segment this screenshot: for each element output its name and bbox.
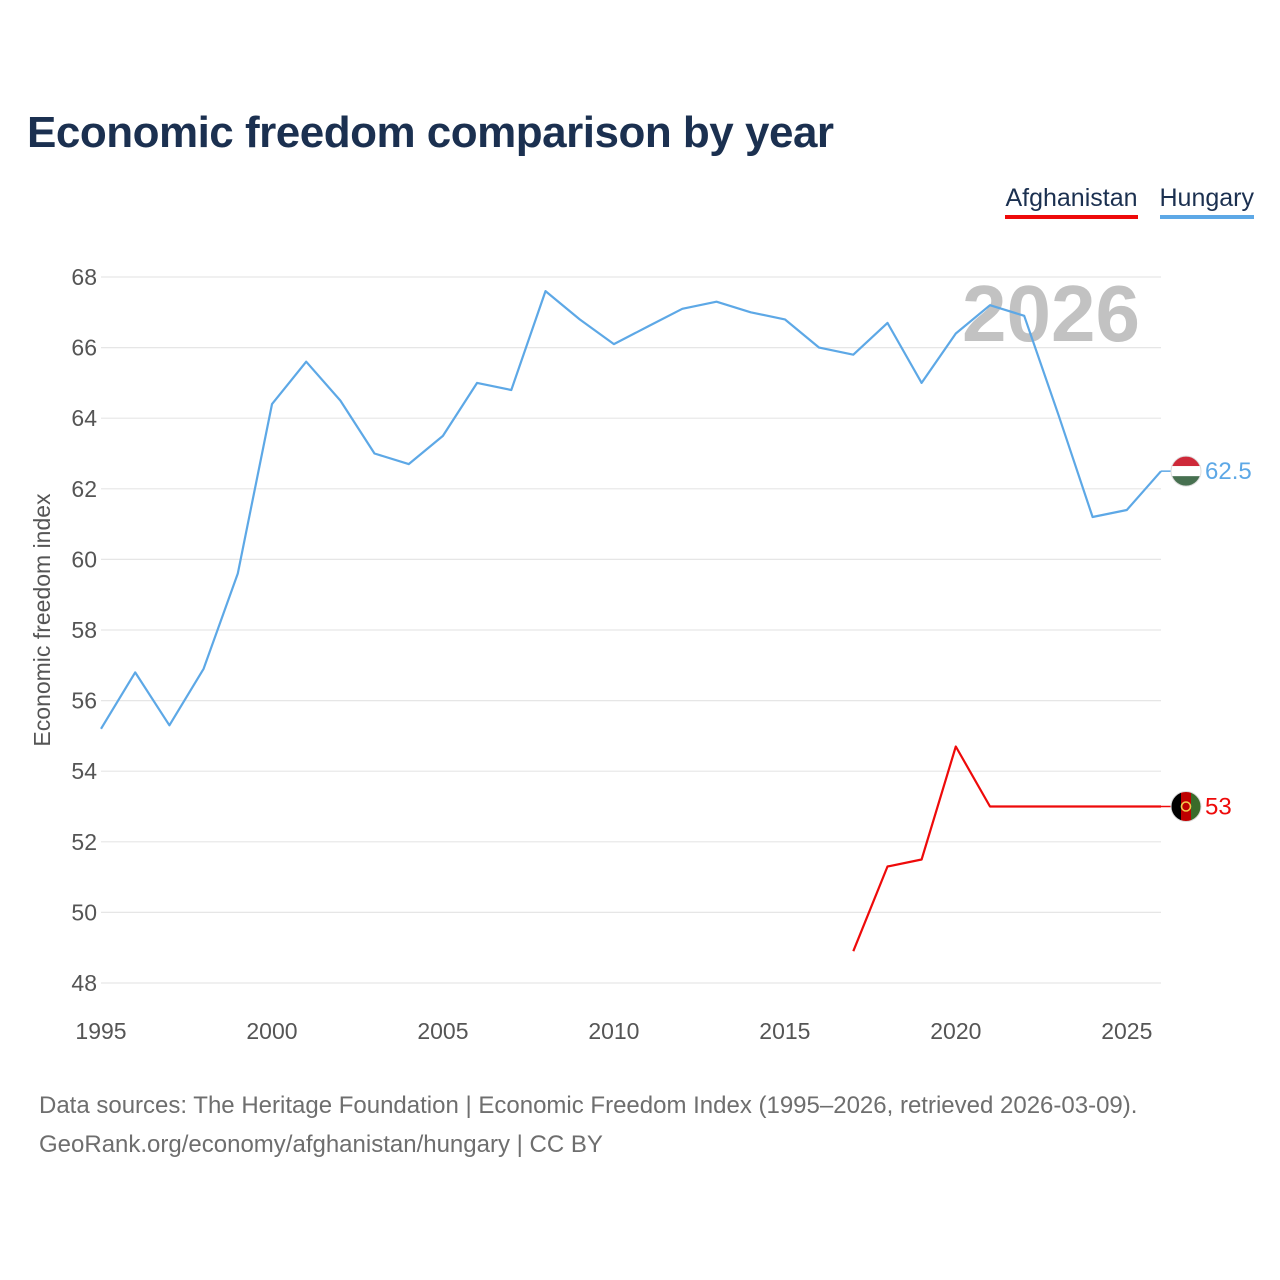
y-tick-label: 64 (71, 405, 97, 431)
y-tick-label: 50 (71, 899, 97, 925)
year-watermark: 2026 (962, 269, 1140, 358)
grid-lines (101, 276, 1161, 984)
legend-item-afghanistan[interactable]: Afghanistan (1005, 183, 1138, 219)
series-line-afghanistan (852, 745, 1161, 952)
series-lines (100, 290, 1162, 952)
afghanistan-flag-icon (1170, 791, 1202, 822)
y-tick-label: 60 (71, 546, 97, 572)
line-chart: 2026 48 50 52 54 56 58 60 62 64 66 68 1995 2000 2005… (29, 264, 1252, 1044)
x-tick-label: 2015 (759, 1018, 810, 1044)
y-tick-label: 48 (71, 970, 97, 996)
x-tick-label: 2010 (588, 1018, 639, 1044)
legend: Afghanistan Hungary (1005, 183, 1254, 219)
footer-sources: Data sources: The Heritage Foundation | … (39, 1092, 1138, 1119)
y-tick-label: 62 (71, 476, 97, 502)
end-markers: 53 62.5 (1161, 455, 1252, 822)
x-axis-ticks: 1995 2000 2005 2010 2015 2020 2025 (75, 1018, 1152, 1044)
x-tick-label: 2025 (1101, 1018, 1152, 1044)
y-tick-label: 68 (71, 264, 97, 290)
hungary-flag-icon (1170, 455, 1202, 487)
y-axis-ticks: 48 50 52 54 56 58 60 62 64 66 68 (71, 264, 97, 996)
end-value-label-afghanistan: 53 (1205, 794, 1232, 821)
x-tick-label: 2000 (246, 1018, 297, 1044)
y-tick-label: 52 (71, 829, 97, 855)
x-tick-label: 2020 (930, 1018, 981, 1044)
legend-item-hungary[interactable]: Hungary (1159, 183, 1254, 219)
y-tick-label: 56 (71, 688, 97, 714)
y-tick-label: 58 (71, 617, 97, 643)
y-tick-label: 66 (71, 335, 97, 361)
footer-credit: GeoRank.org/economy/afghanistan/hungary … (39, 1131, 603, 1158)
end-value-label-hungary: 62.5 (1205, 458, 1252, 485)
chart-title: Economic freedom comparison by year (27, 108, 834, 157)
footer: Data sources: The Heritage Foundation | … (39, 1086, 1137, 1164)
x-tick-label: 2005 (417, 1018, 468, 1044)
y-axis-title: Economic freedom index (29, 493, 55, 747)
y-tick-label: 54 (71, 758, 97, 784)
series-line-hungary (100, 290, 1162, 730)
x-tick-label: 1995 (75, 1018, 126, 1044)
